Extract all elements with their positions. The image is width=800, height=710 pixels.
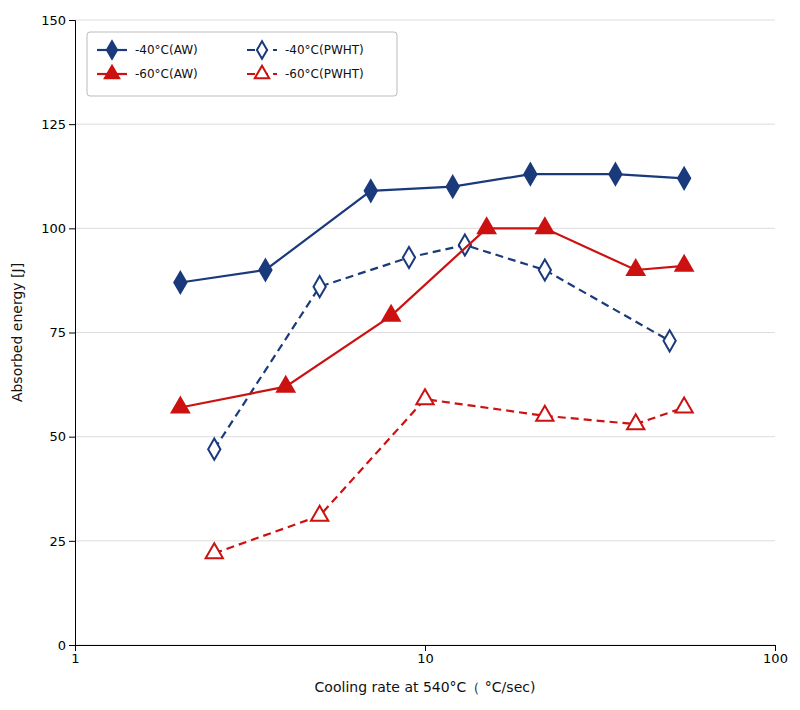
legend-entry: -60°C(AW) xyxy=(97,66,198,82)
legend: -40°C(AW) -40°C(PWHT) -60°C(AW) -60°C(PWHT) xyxy=(87,32,397,96)
point xyxy=(208,439,220,460)
tick: 50 xyxy=(49,429,75,444)
tick: 1 xyxy=(71,645,79,666)
point xyxy=(277,377,294,392)
tick: 150 xyxy=(41,13,75,28)
chart: 1 10 100 0 25 50 75 100 125 150 -40°C(AW) -40°C(PWH… xyxy=(0,0,800,710)
tick-mark xyxy=(775,645,776,651)
point xyxy=(172,397,189,412)
legend-entry: -40°C(PWHT) xyxy=(247,41,364,59)
tick-label: 100 xyxy=(763,651,788,666)
marks xyxy=(172,164,693,559)
tick-label: 0 xyxy=(58,638,66,653)
point xyxy=(675,256,692,271)
point xyxy=(678,168,690,189)
y-axis: 0 25 50 75 100 125 150 xyxy=(41,13,75,653)
tick-mark xyxy=(69,437,75,438)
tick-label: 75 xyxy=(49,325,66,340)
legend-label: -60°C(PWHT) xyxy=(285,67,364,81)
point xyxy=(416,389,433,404)
tick: 0 xyxy=(58,638,75,653)
tick: 75 xyxy=(49,325,75,340)
x-axis: 1 10 100 xyxy=(71,645,788,666)
axis-line xyxy=(69,21,76,646)
tick-mark xyxy=(69,228,75,229)
point xyxy=(609,164,621,185)
legend-symbol xyxy=(107,41,117,59)
point xyxy=(447,176,459,197)
point xyxy=(311,506,328,521)
legend-frame xyxy=(87,32,397,96)
legend-entry: -40°C(AW) xyxy=(97,41,198,59)
tick: 25 xyxy=(49,533,75,548)
legend-entry: -60°C(PWHT) xyxy=(247,66,364,82)
tick: 100 xyxy=(41,221,75,236)
point xyxy=(627,260,644,275)
point xyxy=(675,397,692,412)
y-axis-title: Absorbed energy [J] xyxy=(9,263,25,402)
point xyxy=(365,180,377,201)
point xyxy=(478,218,495,233)
x-axis-title: Cooling rate at 540°C（ °C/sec) xyxy=(315,679,536,695)
tick-label: 150 xyxy=(41,13,66,28)
legend-symbol xyxy=(257,41,267,59)
point xyxy=(259,259,271,280)
plot: 1 10 100 0 25 50 75 100 125 150 -40°C(AW) -40°C(PWH… xyxy=(41,13,788,667)
grid-line xyxy=(75,20,775,21)
tick-mark xyxy=(425,645,426,651)
tick-mark xyxy=(69,333,75,334)
tick-label: 100 xyxy=(41,221,66,236)
tick-label: 125 xyxy=(41,117,66,132)
series-line xyxy=(180,174,684,282)
tick-mark xyxy=(69,20,75,21)
tick: 100 xyxy=(763,645,788,666)
point xyxy=(524,164,536,185)
point xyxy=(382,306,399,321)
point xyxy=(539,259,551,280)
tick-label: 25 xyxy=(49,533,66,548)
tick-label: 10 xyxy=(417,651,434,666)
point xyxy=(403,247,415,268)
legend-label: -60°C(AW) xyxy=(135,67,198,81)
tick: 125 xyxy=(41,117,75,132)
tick-mark xyxy=(69,541,75,542)
point xyxy=(536,406,553,421)
point xyxy=(314,276,326,297)
grid-line xyxy=(75,436,775,437)
legend-symbol xyxy=(255,66,269,78)
tick: 10 xyxy=(417,645,434,666)
point xyxy=(206,543,223,558)
grid-line xyxy=(75,540,775,541)
grid xyxy=(75,20,775,645)
tick-label: 1 xyxy=(71,651,79,666)
tick-mark xyxy=(69,124,75,125)
series-line xyxy=(214,245,669,449)
legend-label: -40°C(AW) xyxy=(135,43,198,57)
series-line xyxy=(214,399,684,553)
grid-line xyxy=(75,228,775,229)
tick-label: 50 xyxy=(49,429,66,444)
point xyxy=(664,330,676,351)
tick-mark xyxy=(69,645,75,646)
legend-label: -40°C(PWHT) xyxy=(285,43,364,57)
legend-symbol xyxy=(105,66,119,78)
point xyxy=(536,218,553,233)
point xyxy=(174,272,186,293)
series-line xyxy=(180,228,684,407)
grid-line xyxy=(75,124,775,125)
point xyxy=(627,414,644,429)
axis-line xyxy=(76,646,776,652)
